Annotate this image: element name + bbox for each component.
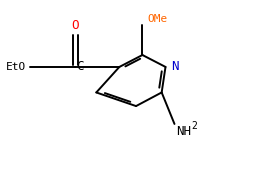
Text: N: N	[171, 60, 178, 73]
Text: C: C	[77, 60, 84, 73]
Text: O: O	[72, 19, 79, 32]
Text: NH: NH	[176, 125, 191, 138]
Text: 2: 2	[191, 121, 197, 131]
Text: OMe: OMe	[148, 13, 168, 24]
Text: EtO: EtO	[6, 62, 26, 72]
